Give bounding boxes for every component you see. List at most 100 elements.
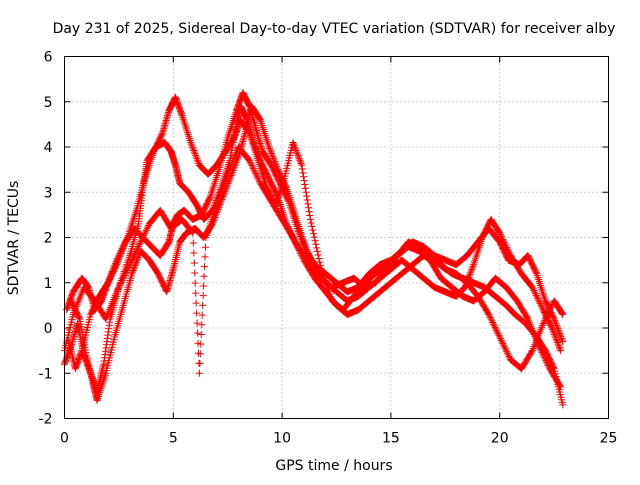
data-point	[289, 138, 297, 146]
data-point	[227, 122, 235, 130]
data-point	[303, 192, 311, 200]
data-point	[185, 135, 193, 143]
data-point	[184, 131, 192, 139]
data-point	[501, 240, 509, 248]
data-point	[246, 158, 254, 166]
data-point	[539, 319, 547, 327]
data-point	[472, 253, 480, 261]
data-point	[206, 194, 214, 202]
data-point	[300, 177, 308, 185]
data-point	[134, 244, 142, 252]
data-point	[305, 208, 313, 216]
data-point	[543, 360, 551, 368]
data-point	[137, 238, 145, 246]
data-point	[554, 340, 562, 348]
data-point	[192, 151, 200, 159]
data-point	[114, 286, 122, 294]
data-point	[554, 326, 562, 334]
data-point	[269, 154, 277, 162]
data-point	[208, 189, 216, 197]
data-point	[187, 138, 195, 146]
data-point	[503, 348, 511, 356]
data-point	[486, 312, 494, 320]
data-point	[129, 218, 137, 226]
data-point	[497, 336, 505, 344]
data-point	[549, 327, 557, 335]
data-point	[550, 315, 558, 323]
data-point	[141, 228, 149, 236]
data-point	[504, 247, 512, 255]
data-point	[190, 249, 198, 257]
data-point	[132, 208, 140, 216]
data-point	[535, 298, 543, 306]
data-point	[302, 188, 310, 196]
data-point	[113, 256, 121, 264]
data-point	[546, 305, 554, 313]
data-point	[266, 145, 274, 153]
data-point	[108, 269, 116, 277]
y-tick-label: 6	[44, 50, 53, 66]
data-point	[500, 343, 508, 351]
data-point	[314, 251, 322, 259]
data-point	[184, 129, 192, 137]
y-tick-label: -1	[39, 366, 53, 382]
data-point	[291, 143, 299, 151]
data-point	[500, 341, 508, 349]
data-point	[223, 183, 231, 191]
data-point	[289, 234, 297, 241]
data-point	[468, 264, 476, 272]
data-point	[556, 329, 564, 337]
data-point	[554, 325, 562, 333]
data-point	[107, 272, 115, 280]
data-point	[505, 248, 513, 256]
data-point	[200, 282, 208, 290]
data-point	[309, 230, 317, 238]
data-point	[541, 355, 549, 363]
data-point	[540, 293, 548, 301]
x-tick-label: 25	[600, 431, 618, 447]
data-point	[293, 242, 301, 250]
data-point	[189, 143, 197, 151]
data-point	[182, 125, 190, 133]
data-point	[549, 326, 557, 334]
data-point	[201, 253, 209, 261]
data-point	[499, 235, 507, 243]
data-point	[535, 296, 543, 304]
data-point	[214, 170, 222, 178]
data-point	[461, 283, 469, 291]
data-point	[292, 240, 300, 248]
y-tick-label: 4	[44, 140, 53, 156]
data-point	[209, 185, 217, 193]
data-point	[538, 285, 546, 293]
data-point	[198, 321, 206, 329]
data-point	[196, 360, 204, 368]
data-point	[545, 363, 553, 371]
data-point	[489, 320, 497, 328]
data-point	[549, 314, 557, 322]
data-point	[250, 166, 258, 174]
data-point	[123, 267, 131, 275]
data-point	[245, 157, 253, 165]
data-point	[542, 357, 550, 365]
data-point	[106, 274, 114, 282]
data-point	[258, 122, 266, 130]
data-point	[190, 147, 198, 155]
data-point	[538, 287, 546, 295]
data-point	[540, 352, 548, 360]
data-point	[297, 159, 305, 167]
data-point	[128, 255, 136, 263]
data-point	[138, 234, 146, 242]
data-point	[131, 249, 139, 257]
data-point	[556, 331, 564, 339]
data-point	[294, 151, 302, 159]
data-point	[187, 140, 195, 148]
data-point	[503, 349, 511, 357]
data-point	[506, 250, 514, 258]
data-point	[249, 163, 257, 171]
data-point	[116, 250, 124, 258]
data-point	[130, 252, 138, 260]
data-point	[141, 230, 149, 238]
data-point	[550, 330, 558, 338]
data-point	[121, 238, 129, 246]
data-point	[142, 226, 150, 234]
